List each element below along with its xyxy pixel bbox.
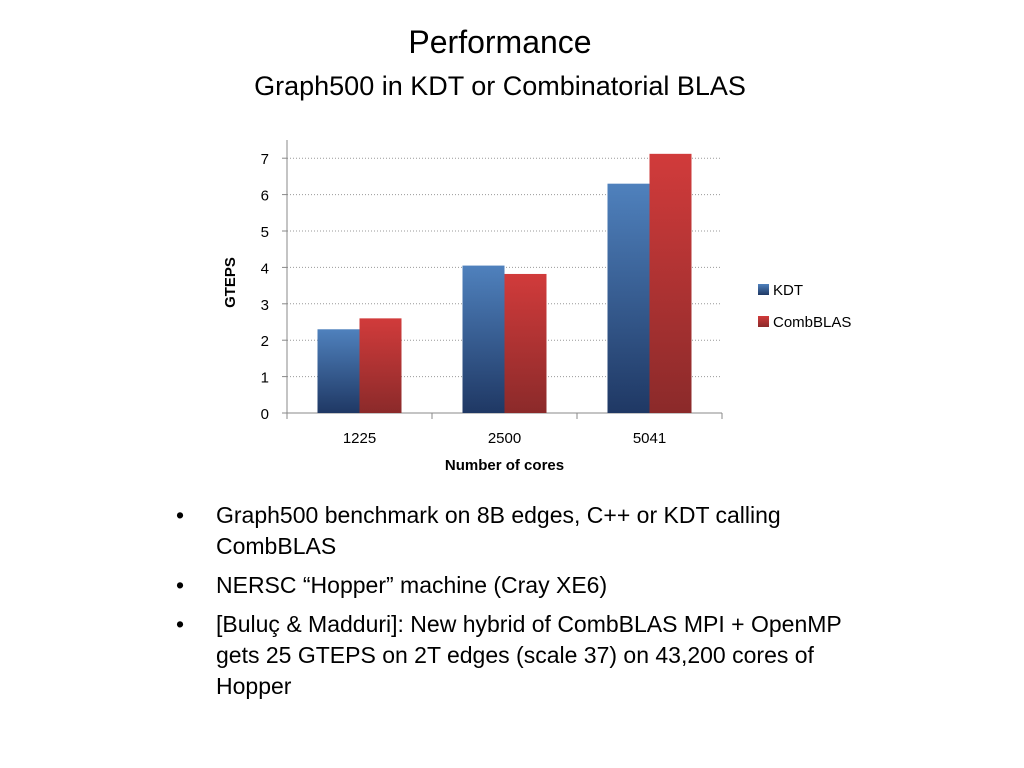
y-tick-label: 7 [261,151,269,168]
slide-title: Performance [408,24,592,60]
y-tick-label: 4 [261,260,269,277]
y-tick-label: 0 [261,406,269,423]
slide-subtitle: Graph500 in KDT or Combinatorial BLAS [254,71,746,101]
bar-combblas-5041 [649,153,692,413]
bar-kdt-5041 [607,183,650,413]
bar-chart: 0 1 2 3 4 5 6 7 1225 2500 5041 Number of cores GTEPS… [222,140,851,474]
bullet-list: • Graph500 benchmark on 8B edges, C++ or… [170,500,870,710]
x-tick-label: 2500 [488,430,521,447]
bullet-item: • Graph500 benchmark on 8B edges, C++ or… [170,500,870,562]
bullet-item: • [Buluç & Madduri]: New hybrid of CombB… [170,609,870,702]
bullet-text: [Buluç & Madduri]: New hybrid of CombBLA… [216,611,842,699]
y-axis-title: GTEPS [222,257,239,308]
y-tick-label: 5 [261,224,269,241]
x-axis-title: Number of cores [445,457,564,474]
legend-swatch-kdt [758,284,769,295]
bullet-text: Graph500 benchmark on 8B edges, C++ or K… [216,502,781,559]
y-tick-label: 1 [261,370,269,387]
bullet-glyph: • [176,611,185,637]
y-tick-label: 3 [261,297,269,314]
x-tick-label: 5041 [633,430,666,447]
legend-swatch-combblas [758,316,769,327]
y-tick-label: 6 [261,188,269,205]
legend-label-combblas: CombBLAS [773,314,851,331]
bar-kdt-1225 [317,329,360,413]
bar-combblas-2500 [504,273,547,413]
y-tick-label: 2 [261,333,269,350]
bullet-text: NERSC “Hopper” machine (Cray XE6) [216,572,608,598]
bar-kdt-2500 [462,265,505,413]
bullet-item: • NERSC “Hopper” machine (Cray XE6) [170,570,870,601]
legend-label-kdt: KDT [773,282,803,299]
bar-combblas-1225 [359,318,402,413]
bullet-glyph: • [176,502,185,528]
x-tick-label: 1225 [343,430,376,447]
bullet-glyph: • [176,572,185,598]
